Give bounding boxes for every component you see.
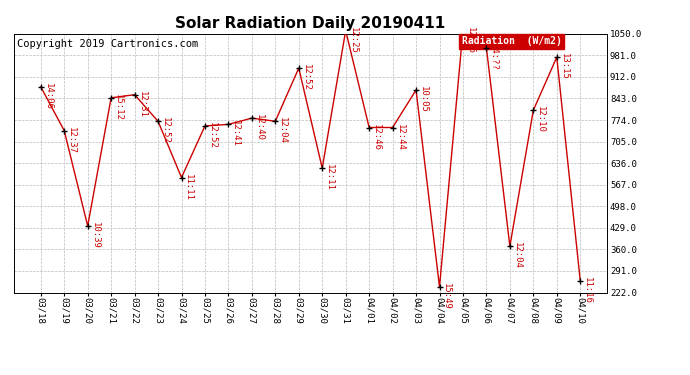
Text: 10:05: 10:05 xyxy=(419,86,428,113)
Text: 12:04: 12:04 xyxy=(513,242,522,269)
Text: 12:26: 12:26 xyxy=(466,27,475,54)
Text: 12:11: 12:11 xyxy=(325,164,334,191)
Text: 12:31: 12:31 xyxy=(137,91,146,118)
Text: 12:44: 12:44 xyxy=(395,124,404,150)
Text: 10:39: 10:39 xyxy=(90,222,99,249)
Text: 14:??: 14:?? xyxy=(489,44,498,71)
Text: 12:52: 12:52 xyxy=(302,64,310,91)
Text: 12:04: 12:04 xyxy=(278,117,287,144)
Text: 12:41: 12:41 xyxy=(231,120,240,147)
Text: 12:46: 12:46 xyxy=(372,124,381,150)
Text: 12:52: 12:52 xyxy=(208,122,217,149)
Text: 14:06: 14:06 xyxy=(43,83,52,110)
Text: 11:16: 11:16 xyxy=(583,277,592,304)
Text: 12:40: 12:40 xyxy=(255,114,264,141)
Text: 12:37: 12:37 xyxy=(67,127,76,154)
Title: Solar Radiation Daily 20190411: Solar Radiation Daily 20190411 xyxy=(175,16,446,31)
Text: 11:11: 11:11 xyxy=(184,174,193,201)
Text: 15:12: 15:12 xyxy=(114,94,123,121)
Text: Radiation  (W/m2): Radiation (W/m2) xyxy=(462,36,562,46)
Text: 12:52: 12:52 xyxy=(161,117,170,144)
Text: Copyright 2019 Cartronics.com: Copyright 2019 Cartronics.com xyxy=(17,39,198,49)
Text: 15:49: 15:49 xyxy=(442,283,451,310)
Text: 12:10: 12:10 xyxy=(536,106,545,133)
Text: 13:15: 13:15 xyxy=(560,53,569,80)
Text: 12:25: 12:25 xyxy=(348,27,357,54)
